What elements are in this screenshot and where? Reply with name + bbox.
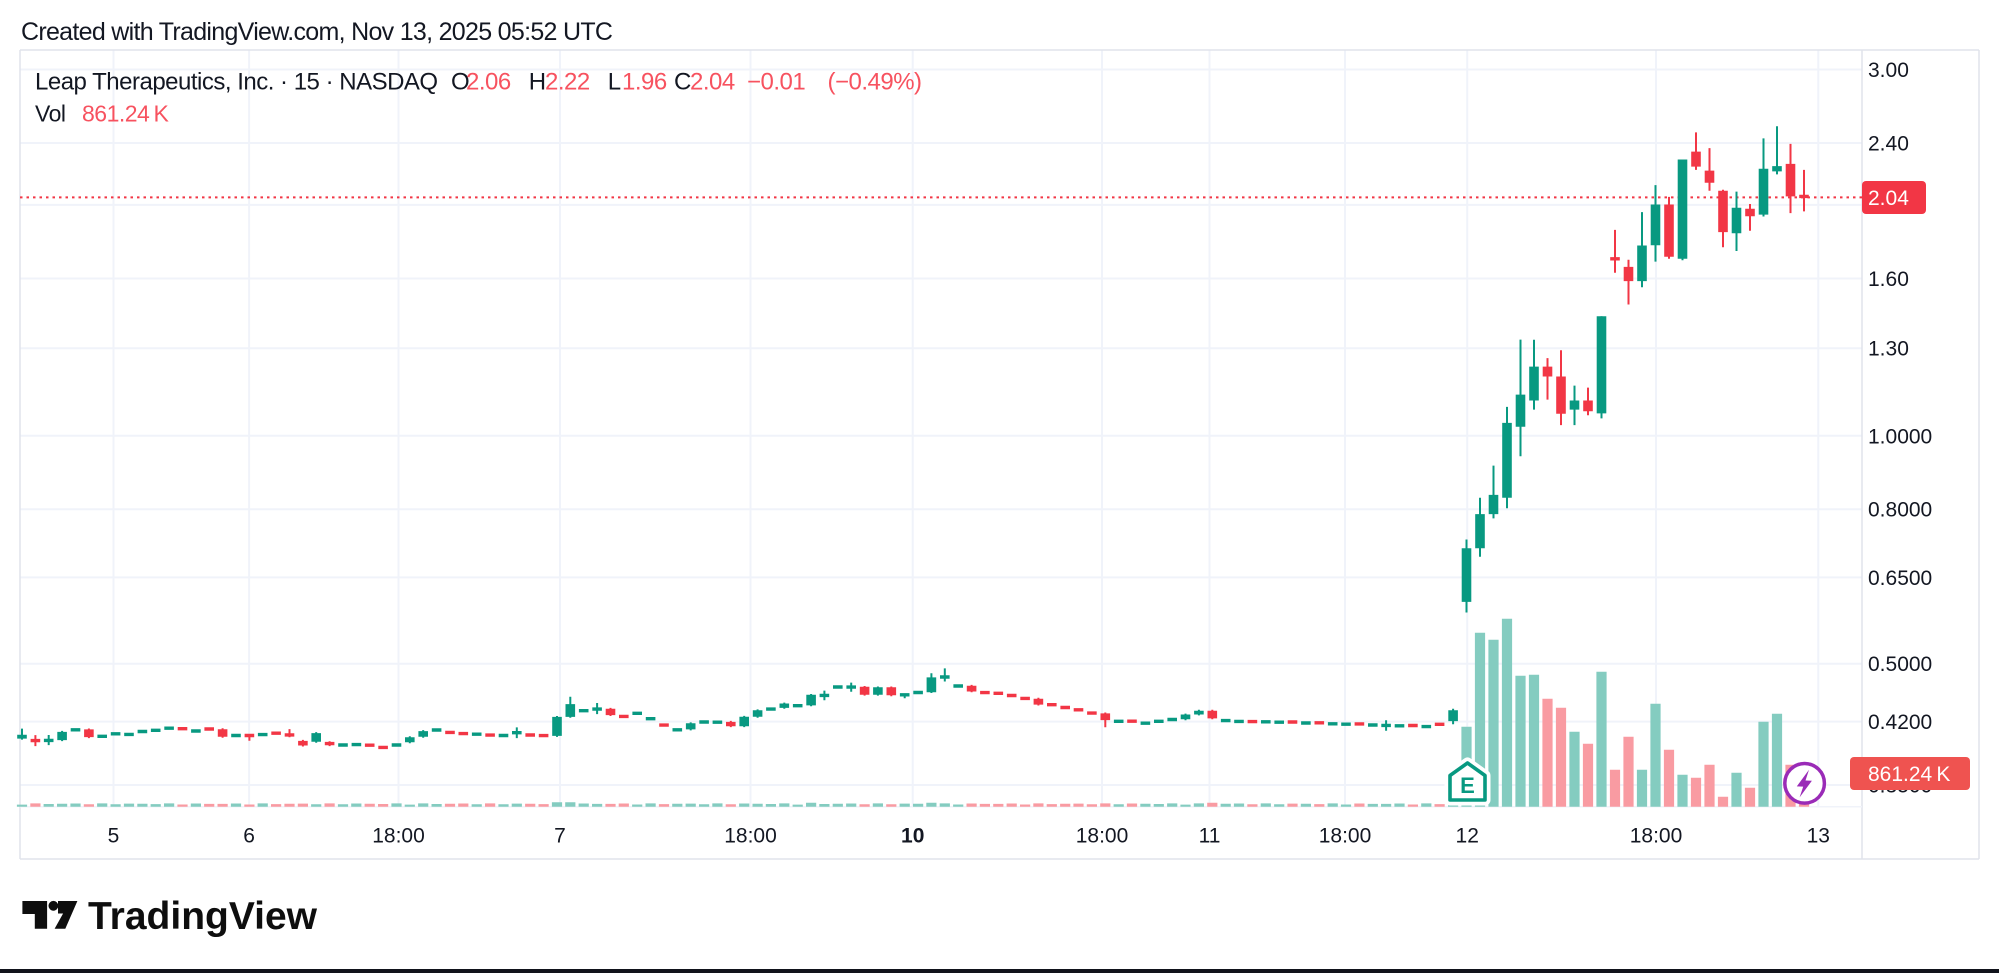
svg-text:E: E — [1460, 773, 1475, 798]
svg-text:0.5000: 0.5000 — [1868, 653, 1932, 676]
svg-text:5: 5 — [108, 825, 120, 848]
svg-text:3.00: 3.00 — [1868, 59, 1909, 82]
svg-text:6: 6 — [243, 825, 255, 848]
svg-text:Leap Therapeutics, Inc. · 15 ·: Leap Therapeutics, Inc. · 15 · NASDAQ — [35, 69, 438, 96]
svg-text:2.04: 2.04 — [1868, 187, 1909, 210]
svg-text:1.30: 1.30 — [1868, 338, 1909, 361]
svg-text:2.06: 2.06 — [466, 69, 511, 96]
svg-text:11: 11 — [1199, 825, 1221, 848]
svg-text:O: O — [451, 69, 469, 96]
svg-text:L: L — [608, 69, 621, 96]
svg-text:13: 13 — [1807, 825, 1830, 848]
svg-text:861.24 K: 861.24 K — [1868, 763, 1950, 786]
svg-text:18:00: 18:00 — [1319, 825, 1372, 848]
svg-text:2.22: 2.22 — [545, 69, 590, 96]
svg-text:2.04: 2.04 — [690, 69, 735, 96]
svg-text:H: H — [529, 69, 546, 96]
svg-text:18:00: 18:00 — [724, 825, 777, 848]
svg-text:0.6500: 0.6500 — [1868, 567, 1932, 590]
svg-text:12: 12 — [1456, 825, 1479, 848]
svg-text:7: 7 — [554, 825, 566, 848]
svg-text:861.24 K: 861.24 K — [82, 101, 169, 127]
svg-text:18:00: 18:00 — [1076, 825, 1129, 848]
svg-text:1.0000: 1.0000 — [1868, 425, 1932, 448]
svg-text:1.96: 1.96 — [622, 69, 667, 96]
svg-text:0.4200: 0.4200 — [1868, 711, 1932, 734]
svg-text:18:00: 18:00 — [1630, 825, 1683, 848]
svg-text:(−0.49%): (−0.49%) — [828, 69, 922, 96]
svg-text:C: C — [674, 69, 691, 96]
svg-text:Created with TradingView.com,: Created with TradingView.com, Nov 13, 20… — [21, 18, 613, 46]
svg-text:18:00: 18:00 — [372, 825, 425, 848]
svg-text:TradingView: TradingView — [88, 895, 318, 938]
svg-text:1.60: 1.60 — [1868, 268, 1909, 291]
svg-text:2.40: 2.40 — [1868, 133, 1909, 156]
svg-text:Vol: Vol — [35, 101, 65, 127]
svg-text:−0.01: −0.01 — [747, 69, 805, 96]
svg-text:0.8000: 0.8000 — [1868, 499, 1932, 522]
svg-text:10: 10 — [901, 825, 924, 848]
